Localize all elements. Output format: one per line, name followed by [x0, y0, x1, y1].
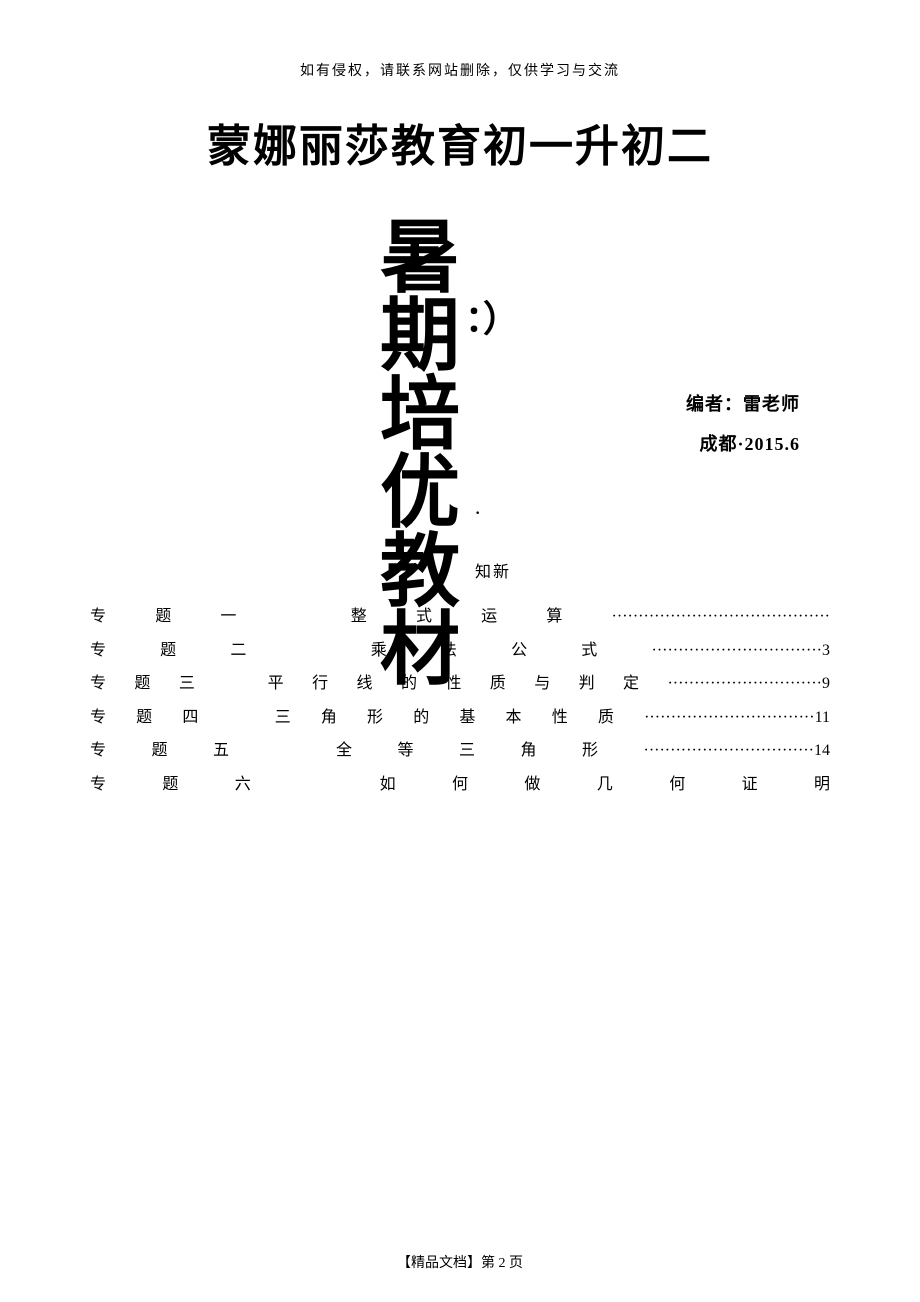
- vertical-char-6: 材: [370, 612, 470, 690]
- small-mark: ·: [475, 505, 480, 523]
- page-footer: 【精品文档】第 2 页: [0, 1252, 920, 1272]
- vertical-char-2: 期: [370, 298, 470, 376]
- vertical-char-1: 暑: [370, 220, 470, 298]
- section-title: 知新: [475, 558, 511, 582]
- toc-entry-5: 专题五 全等三角形·······························…: [90, 734, 830, 768]
- vertical-char-3: 培: [370, 377, 470, 455]
- vertical-title: 暑 期 培 优 教 材: [370, 220, 470, 690]
- vertical-char-4: 优: [370, 455, 470, 533]
- vertical-char-5: 教: [370, 534, 470, 612]
- location-date: 成都·2015.6: [699, 430, 800, 456]
- author-info: 编者：雷老师: [686, 390, 800, 416]
- main-title: 蒙娜丽莎教育初一升初二: [90, 110, 830, 174]
- toc-entry-4: 专题四 三角形的基本性质····························…: [90, 701, 830, 735]
- paren-text: ：）: [465, 290, 519, 342]
- header-notice: 如有侵权，请联系网站删除，仅供学习与交流: [90, 60, 830, 80]
- toc-entry-6: 专题六 如何做几何证明: [90, 768, 830, 802]
